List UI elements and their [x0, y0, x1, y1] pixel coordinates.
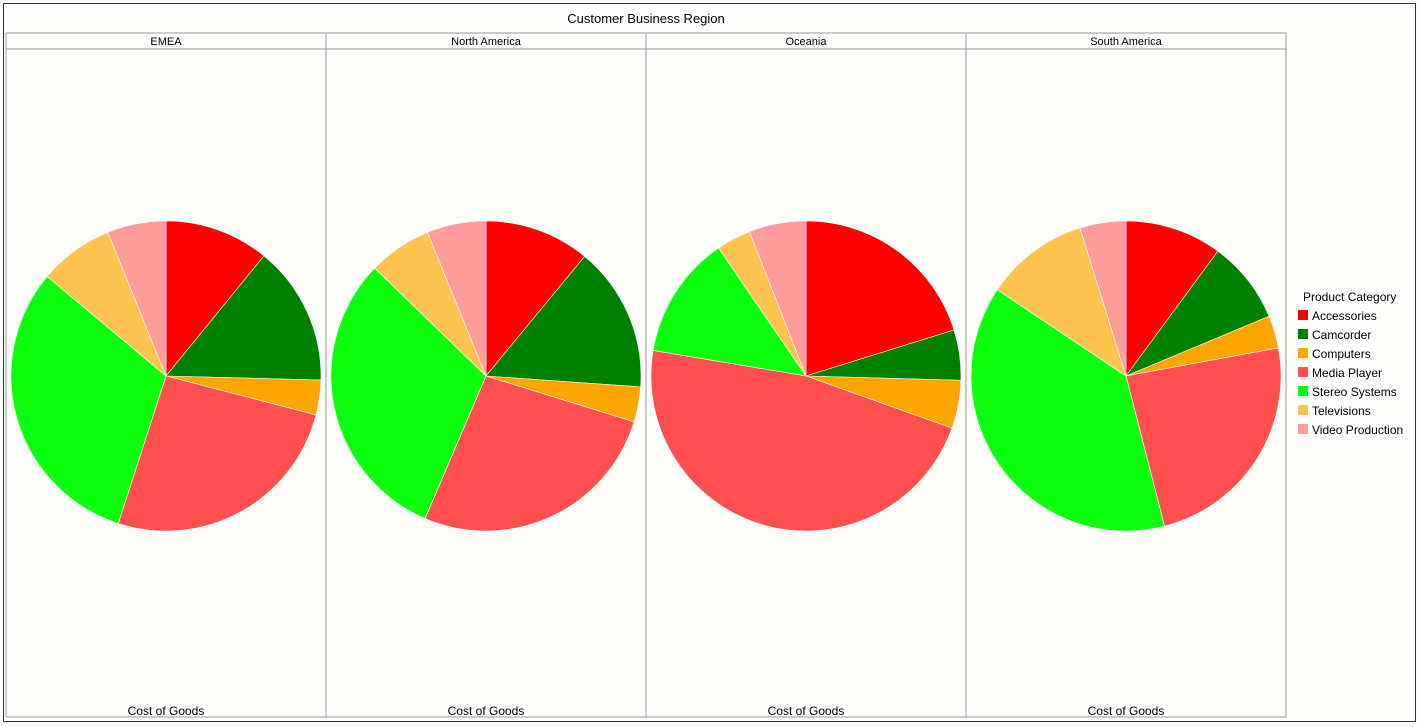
panel-label-emea: EMEA	[150, 36, 182, 48]
pie-slice-oceania-media-player[interactable]	[650, 350, 953, 532]
legend-label: Accessories	[1312, 309, 1377, 323]
pie-slice-emea-video-production[interactable]	[107, 220, 167, 377]
legend-item-televisions[interactable]: Televisions	[1298, 404, 1371, 418]
legend-swatch	[1298, 405, 1308, 415]
pie-chart-grid: Customer Business Region EMEA Cost of Goo…	[5, 11, 1403, 718]
pie-slice-north-america-camcorder[interactable]	[485, 255, 642, 388]
pie-slice-emea-camcorder[interactable]	[165, 255, 322, 381]
legend-item-accessories[interactable]: Accessories	[1298, 309, 1377, 323]
pie-slice-emea-media-player[interactable]	[117, 375, 317, 532]
pie-slice-oceania-video-production[interactable]	[749, 220, 807, 377]
chart-title: Customer Business Region	[567, 11, 725, 26]
pie-slice-north-america-accessories[interactable]	[485, 220, 586, 377]
pie-slice-north-america-media-player[interactable]	[424, 375, 635, 532]
panel-label-south-america: South America	[1090, 36, 1162, 48]
pie-slice-north-america-stereo-systems[interactable]	[330, 267, 487, 519]
pie-slice-emea-stereo-systems[interactable]	[10, 276, 167, 524]
measure-label: Cost of Goods	[128, 704, 205, 718]
panel-oceania: Oceania Cost of Goods	[645, 33, 962, 718]
measure-label: Cost of Goods	[448, 704, 525, 718]
legend-swatch	[1298, 367, 1308, 377]
legend-item-stereo-systems[interactable]: Stereo Systems	[1298, 385, 1397, 399]
legend-swatch	[1298, 329, 1308, 339]
legend-item-media-player[interactable]: Media Player	[1298, 366, 1382, 380]
pie-slice-south-america-televisions[interactable]	[996, 227, 1127, 377]
measure-label: Cost of Goods	[1088, 704, 1165, 718]
legend-swatch	[1298, 310, 1308, 320]
legend-swatch	[1298, 386, 1308, 396]
legend-item-computers[interactable]: Computers	[1298, 347, 1371, 361]
pie-slice-south-america-camcorder[interactable]	[1125, 250, 1270, 377]
legend: Product Category Accessories Camcorder Com…	[1298, 290, 1403, 437]
legend-label: Media Player	[1312, 366, 1382, 380]
chart-frame: Customer Business Region EMEA Cost of Goo…	[3, 3, 1416, 722]
legend-label: Stereo Systems	[1312, 385, 1397, 399]
pie-slice-south-america-stereo-systems[interactable]	[970, 289, 1165, 532]
pie-slice-north-america-video-production[interactable]	[427, 220, 487, 377]
legend-swatch	[1298, 424, 1308, 434]
pie-slice-south-america-video-production[interactable]	[1079, 220, 1127, 377]
pie-slice-emea-accessories[interactable]	[165, 220, 265, 377]
panels-group: EMEA Cost of Goods North America Cost of Go…	[5, 32, 1287, 718]
pie-slice-south-america-media-player[interactable]	[1125, 347, 1282, 527]
legend-item-video-production[interactable]: Video Production	[1298, 423, 1403, 437]
legend-label: Computers	[1312, 347, 1371, 361]
pie-slice-oceania-stereo-systems[interactable]	[652, 247, 807, 377]
panel-label-north-america: North America	[451, 36, 522, 48]
legend-label: Televisions	[1312, 404, 1371, 418]
pie-slice-oceania-accessories[interactable]	[805, 220, 955, 377]
legend-label: Camcorder	[1312, 328, 1371, 342]
panel-south-america: South America Cost of Goods	[965, 33, 1287, 718]
panel-label-oceania: Oceania	[786, 36, 828, 48]
pie-slice-south-america-accessories[interactable]	[1125, 220, 1219, 377]
measure-label: Cost of Goods	[768, 704, 845, 718]
panel-emea: EMEA Cost of Goods	[5, 33, 322, 718]
legend-label: Video Production	[1312, 423, 1403, 437]
panel-north-america: North America Cost of Goods	[325, 33, 642, 718]
legend-item-camcorder[interactable]: Camcorder	[1298, 328, 1371, 342]
legend-title: Product Category	[1303, 290, 1396, 304]
legend-swatch	[1298, 348, 1308, 358]
